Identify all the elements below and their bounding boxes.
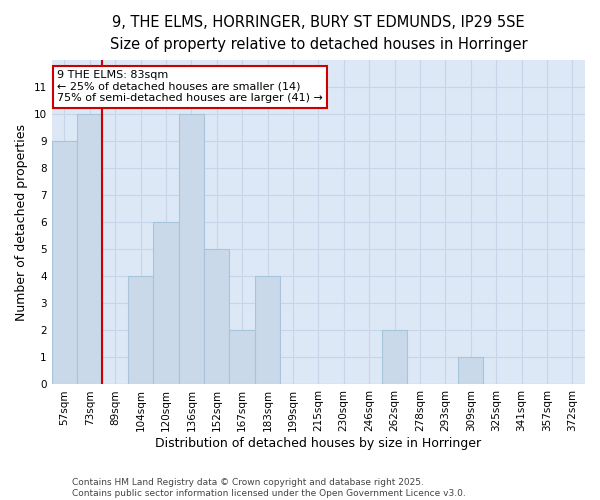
- Bar: [382, 330, 407, 384]
- Bar: [52, 142, 77, 384]
- Bar: [179, 114, 204, 384]
- X-axis label: Distribution of detached houses by size in Horringer: Distribution of detached houses by size …: [155, 437, 481, 450]
- Bar: [204, 250, 229, 384]
- Y-axis label: Number of detached properties: Number of detached properties: [15, 124, 28, 321]
- Text: 9 THE ELMS: 83sqm
← 25% of detached houses are smaller (14)
75% of semi-detached: 9 THE ELMS: 83sqm ← 25% of detached hous…: [57, 70, 323, 103]
- Text: Contains HM Land Registry data © Crown copyright and database right 2025.
Contai: Contains HM Land Registry data © Crown c…: [72, 478, 466, 498]
- Bar: [128, 276, 153, 384]
- Bar: [229, 330, 255, 384]
- Title: 9, THE ELMS, HORRINGER, BURY ST EDMUNDS, IP29 5SE
Size of property relative to d: 9, THE ELMS, HORRINGER, BURY ST EDMUNDS,…: [110, 15, 527, 52]
- Bar: [458, 358, 484, 384]
- Bar: [153, 222, 179, 384]
- Bar: [255, 276, 280, 384]
- Bar: [77, 114, 103, 384]
